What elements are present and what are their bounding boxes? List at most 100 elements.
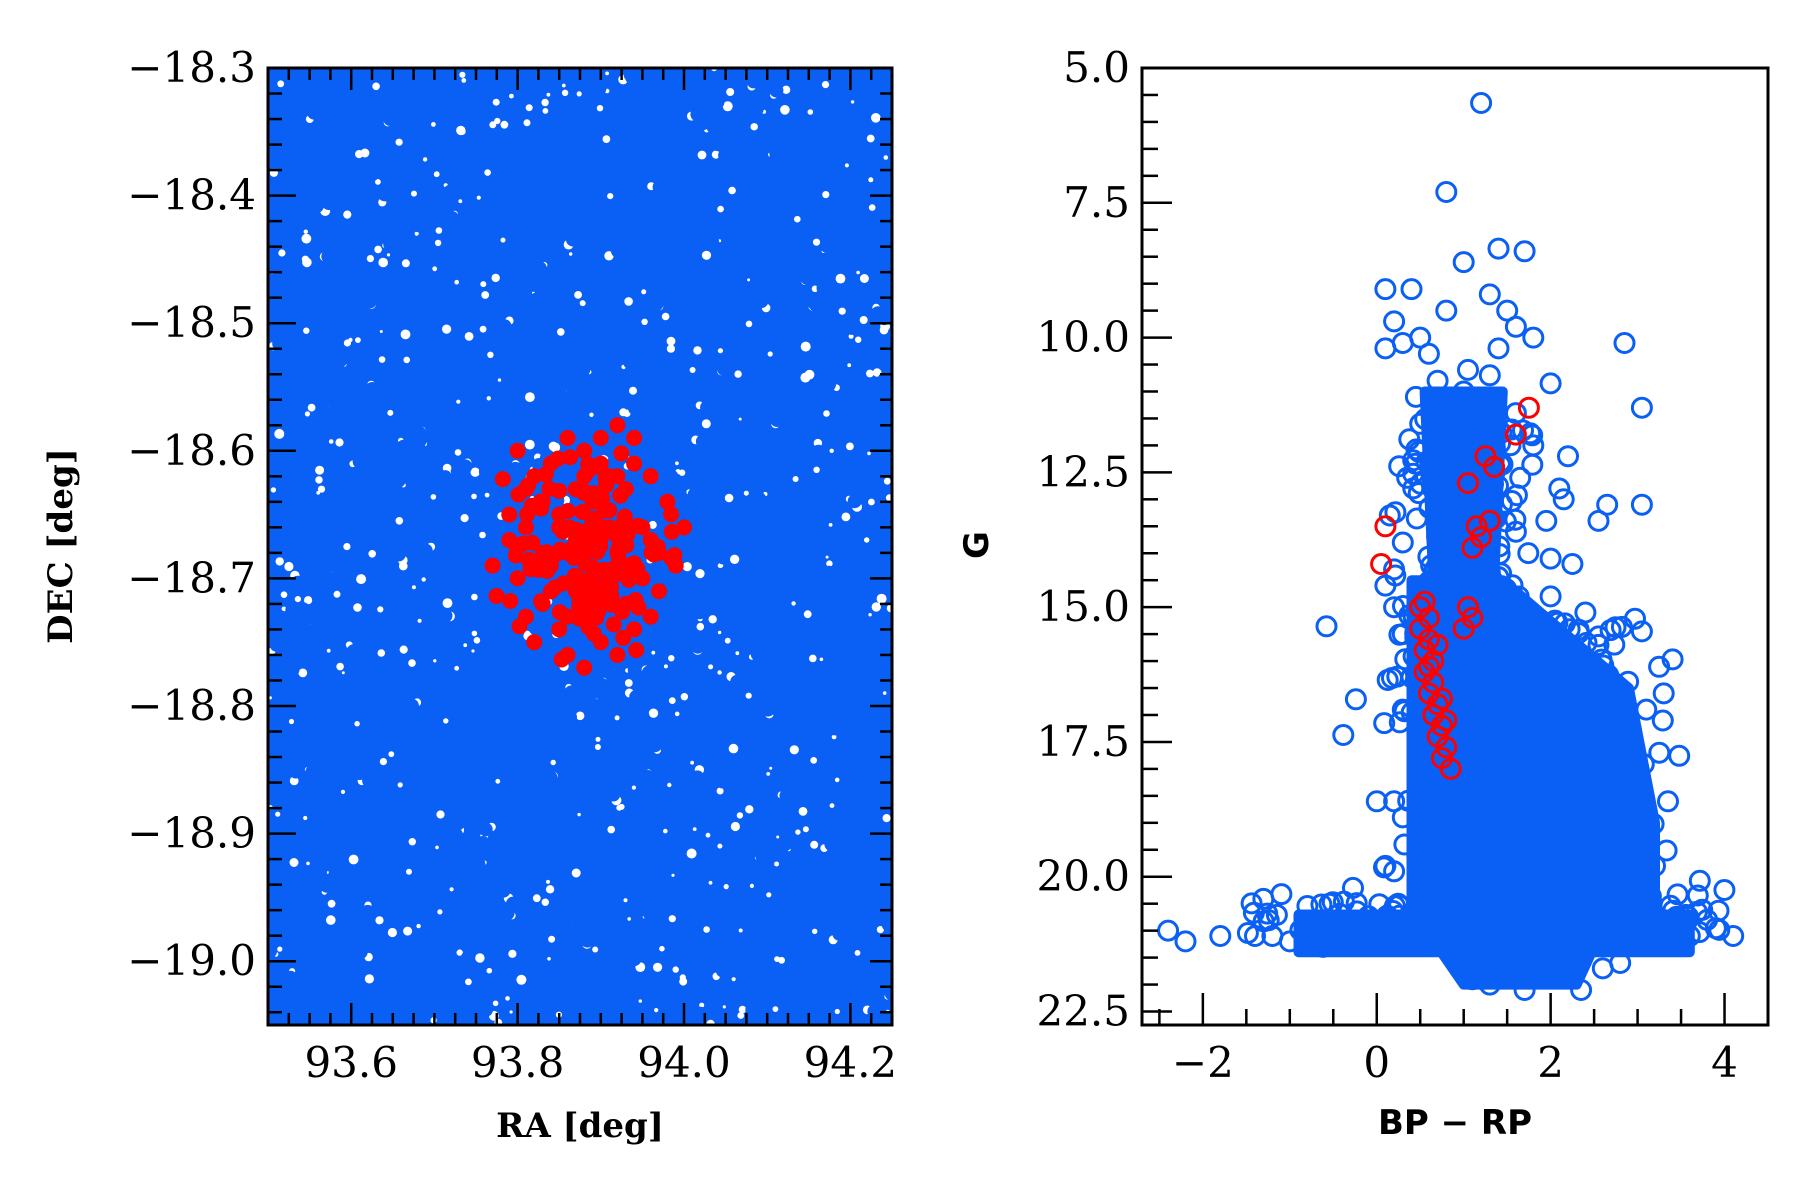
field-gap [723, 884, 729, 890]
field-gap [766, 892, 772, 898]
field-gap [486, 967, 493, 974]
field-gap [871, 602, 881, 612]
field-gap [377, 606, 384, 613]
field-gap [443, 718, 449, 724]
field-star [550, 863, 565, 877]
field-gap [879, 325, 889, 335]
field-star [628, 401, 643, 416]
field-gap [494, 117, 501, 125]
member-marker [1374, 515, 1397, 538]
field-gap [789, 745, 799, 755]
field-star [387, 622, 402, 637]
member-point [629, 517, 646, 534]
field-gap [674, 711, 680, 717]
field-star [376, 988, 391, 1003]
field-star [496, 883, 511, 898]
field-star-marker [1426, 369, 1449, 392]
field-star [327, 931, 342, 946]
field-star-marker [1396, 466, 1419, 489]
field-star [268, 407, 279, 422]
field-gap [479, 531, 486, 539]
field-star [509, 168, 524, 183]
field-gap [336, 662, 344, 671]
field-star [368, 702, 383, 717]
field-gap [500, 237, 506, 243]
field-star [606, 787, 621, 802]
field-gap [716, 787, 724, 795]
field-star-marker [1488, 873, 1511, 896]
field-gap [693, 346, 702, 355]
field-gap [340, 789, 346, 795]
field-star [451, 408, 466, 423]
field-gap [731, 977, 736, 982]
field-star [287, 538, 302, 553]
field-gap [876, 926, 885, 934]
field-star-marker [1579, 681, 1602, 703]
field-star-marker [1635, 698, 1658, 721]
field-star-marker [1577, 779, 1600, 802]
field-star-marker [1483, 625, 1506, 648]
field-star [410, 953, 424, 968]
field-star [307, 105, 322, 120]
field-star [490, 220, 505, 235]
field-star-marker [1419, 596, 1442, 619]
field-star-marker [1630, 493, 1653, 516]
field-star-marker [1457, 358, 1479, 381]
field-star-marker [1537, 727, 1559, 750]
field-star [644, 506, 658, 521]
field-gap [486, 396, 491, 401]
field-star [571, 373, 586, 388]
field-star [491, 840, 506, 855]
field-star-marker [1644, 854, 1666, 877]
field-star [777, 837, 792, 852]
member-point [549, 450, 566, 467]
field-star [446, 938, 461, 952]
field-star-marker [1517, 542, 1540, 565]
field-star [831, 623, 846, 637]
field-star [639, 116, 654, 130]
field-star [881, 139, 892, 153]
field-star [473, 760, 488, 775]
field-gap [481, 291, 490, 299]
field-gap [743, 490, 749, 496]
field-gap [696, 622, 705, 631]
field-gap [304, 411, 310, 417]
field-star [362, 618, 377, 633]
field-star-marker [1678, 925, 1701, 947]
right-y-axis-label: G [957, 531, 997, 559]
field-star [786, 687, 801, 702]
field-star [764, 247, 779, 262]
y-tick-label: 17.5 [1036, 717, 1130, 766]
field-gap [680, 693, 689, 701]
field-star-marker [1487, 237, 1510, 260]
field-gap [699, 1002, 705, 1008]
field-star [489, 982, 504, 997]
member-point [509, 570, 526, 587]
field-star [513, 425, 528, 440]
field-gap [745, 805, 754, 814]
field-star-marker [1473, 837, 1496, 860]
field-star [591, 924, 606, 939]
field-gap [737, 1012, 745, 1019]
field-star [690, 639, 705, 654]
field-star [704, 809, 719, 824]
field-gap [524, 439, 535, 450]
field-gap [343, 339, 351, 347]
field-gap [882, 814, 891, 823]
member-point [609, 647, 626, 663]
field-star [849, 130, 863, 145]
field-gap [317, 485, 326, 493]
field-star [404, 698, 419, 713]
field-star [869, 670, 884, 685]
field-gap [508, 949, 517, 958]
field-star [366, 491, 381, 506]
field-gap [341, 671, 345, 675]
field-star [794, 483, 809, 498]
field-star [822, 825, 837, 840]
member-point [616, 508, 633, 525]
field-star [478, 822, 493, 837]
field-star [552, 384, 567, 399]
field-star [406, 902, 421, 917]
field-gap [550, 759, 556, 766]
field-star [603, 999, 617, 1014]
